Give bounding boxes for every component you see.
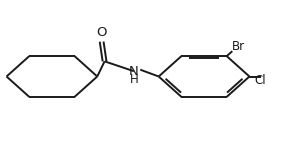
Text: N: N [129, 65, 139, 78]
Text: H: H [129, 73, 138, 86]
Text: O: O [96, 26, 107, 39]
Text: Cl: Cl [255, 74, 266, 87]
Text: Br: Br [232, 40, 245, 53]
